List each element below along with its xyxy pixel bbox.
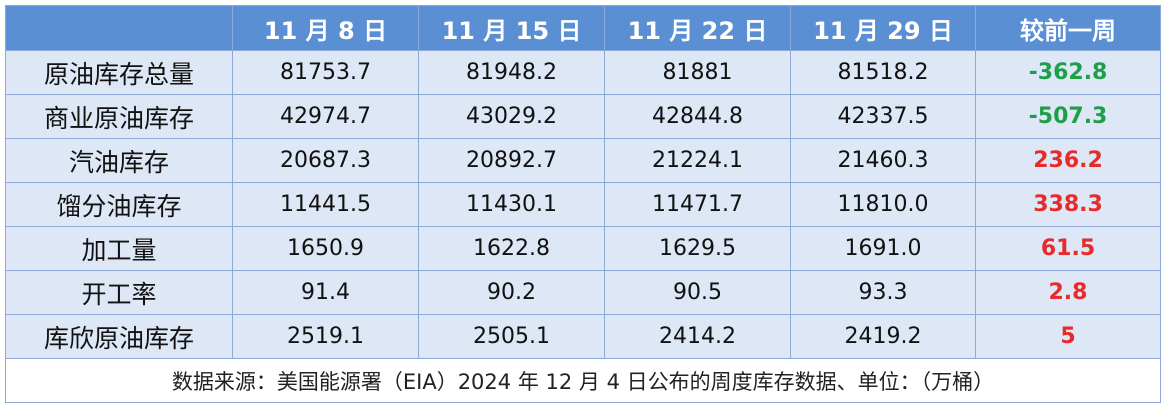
- value-cell: 1691.0: [790, 226, 976, 271]
- row-label: 原油库存总量: [5, 50, 233, 95]
- value-cell: 11471.7: [604, 182, 791, 227]
- row-label: 汽油库存: [5, 138, 233, 183]
- row-label: 馏分油库存: [5, 182, 233, 227]
- value-cell: 2414.2: [604, 314, 791, 359]
- row-label: 加工量: [5, 226, 233, 271]
- value-cell: 90.5: [604, 270, 791, 315]
- value-cell: 1629.5: [604, 226, 791, 271]
- change-cell: 5: [975, 314, 1161, 359]
- inventory-table: 11 月 8 日 11 月 15 日 11 月 22 日 11 月 29 日较前一周 …: [5, 5, 1161, 403]
- value-cell: 93.3: [790, 270, 976, 315]
- change-cell: 236.2: [975, 138, 1161, 183]
- value-cell: 1650.9: [232, 226, 419, 271]
- row-label: 商业原油库存: [5, 94, 233, 139]
- change-cell: -362.8: [975, 50, 1161, 95]
- note-row: 数据来源：美国能源署（EIA）2024 年 12 月 4 日公布的周度库存数据、…: [5, 358, 1161, 403]
- value-cell: 11430.1: [418, 182, 605, 227]
- table-body: 原油库存总量 81753.7 81948.2 81881 81518.2 -362.8 商业…: [5, 50, 1161, 403]
- value-cell: 42974.7: [232, 94, 419, 139]
- value-cell: 42844.8: [604, 94, 791, 139]
- header-cell: 11 月 15 日: [418, 5, 605, 51]
- data-row: 馏分油库存 11441.5 11430.1 11471.7 11810.0 338.3: [5, 182, 1161, 227]
- change-cell: 2.8: [975, 270, 1161, 315]
- value-cell: 2419.2: [790, 314, 976, 359]
- value-cell: 20687.3: [232, 138, 419, 183]
- data-row: 原油库存总量 81753.7 81948.2 81881 81518.2 -362.8: [5, 50, 1161, 95]
- value-cell: 81881: [604, 50, 791, 95]
- data-row: 库欣原油库存 2519.1 2505.1 2414.2 2419.2 5: [5, 314, 1161, 359]
- value-cell: 81948.2: [418, 50, 605, 95]
- header-cell: 11 月 8 日: [232, 5, 419, 51]
- value-cell: 11441.5: [232, 182, 419, 227]
- data-row: 加工量 1650.9 1622.8 1629.5 1691.0 61.5: [5, 226, 1161, 271]
- value-cell: 11810.0: [790, 182, 976, 227]
- header-cell: 11 月 22 日: [604, 5, 791, 51]
- header-row: 11 月 8 日 11 月 15 日 11 月 22 日 11 月 29 日较前一周: [5, 5, 1161, 51]
- change-cell: 338.3: [975, 182, 1161, 227]
- data-row: 汽油库存 20687.3 20892.7 21224.1 21460.3 236.2: [5, 138, 1161, 183]
- value-cell: 42337.5: [790, 94, 976, 139]
- value-cell: 43029.2: [418, 94, 605, 139]
- source-note: 数据来源：美国能源署（EIA）2024 年 12 月 4 日公布的周度库存数据、…: [5, 358, 1161, 403]
- value-cell: 81518.2: [790, 50, 976, 95]
- value-cell: 1622.8: [418, 226, 605, 271]
- value-cell: 2519.1: [232, 314, 419, 359]
- header-cell: 较前一周: [975, 5, 1161, 51]
- data-row: 商业原油库存 42974.7 43029.2 42844.8 42337.5 -507.3: [5, 94, 1161, 139]
- value-cell: 91.4: [232, 270, 419, 315]
- value-cell: 81753.7: [232, 50, 419, 95]
- value-cell: 20892.7: [418, 138, 605, 183]
- header-cell: 11 月 29 日: [790, 5, 976, 51]
- change-cell: -507.3: [975, 94, 1161, 139]
- value-cell: 2505.1: [418, 314, 605, 359]
- data-row: 开工率 91.4 90.2 90.5 93.3 2.8: [5, 270, 1161, 315]
- value-cell: 90.2: [418, 270, 605, 315]
- row-label: 开工率: [5, 270, 233, 315]
- header-corner: [5, 5, 233, 51]
- change-cell: 61.5: [975, 226, 1161, 271]
- value-cell: 21224.1: [604, 138, 791, 183]
- value-cell: 21460.3: [790, 138, 976, 183]
- row-label: 库欣原油库存: [5, 314, 233, 359]
